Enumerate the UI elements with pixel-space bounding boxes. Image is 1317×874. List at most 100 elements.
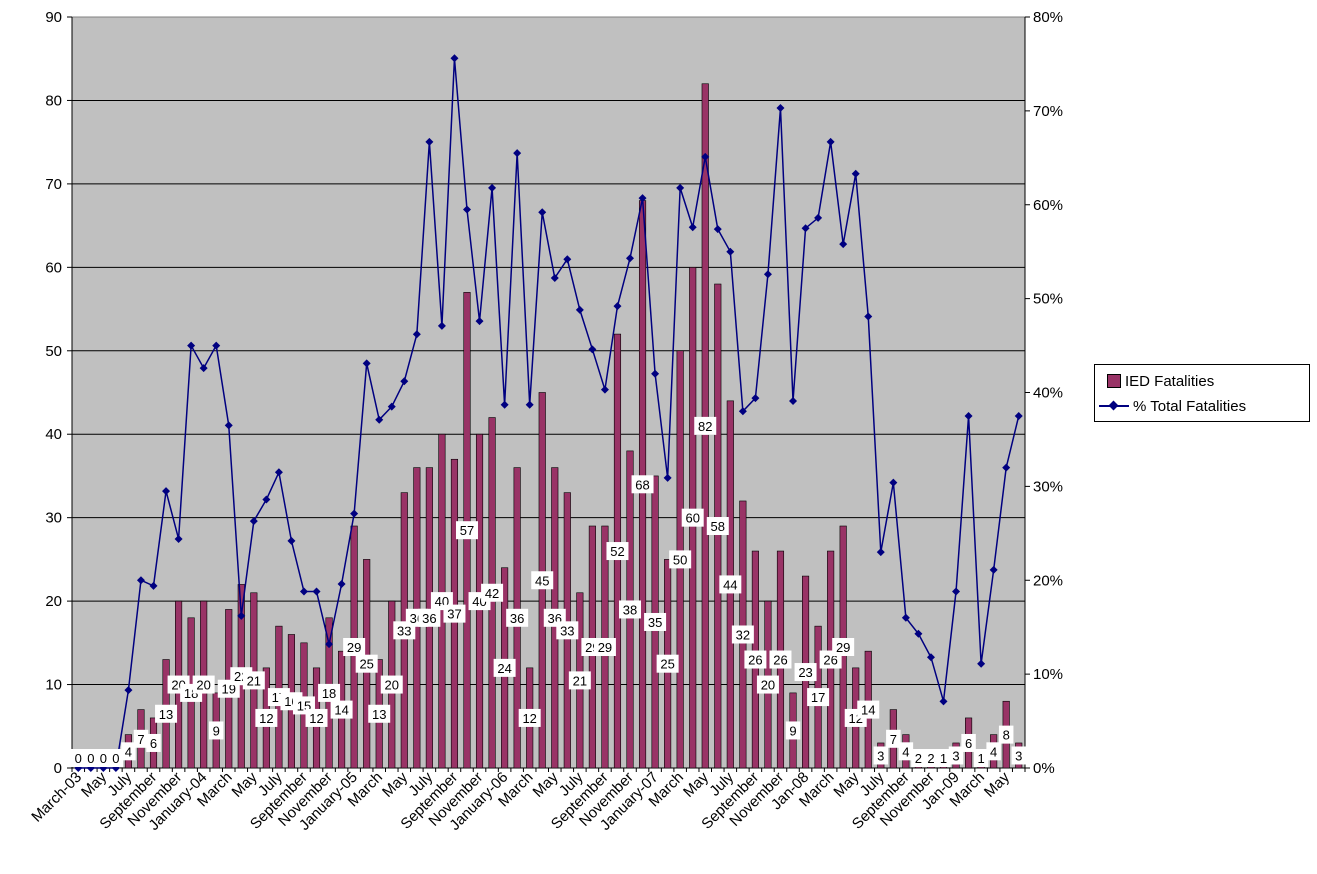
data-label: 35 [648,615,662,630]
data-label: 33 [560,623,574,638]
line-point [187,341,196,350]
data-label: 42 [485,586,499,601]
line-point [136,576,145,585]
y-left-tick-label: 50 [45,343,62,360]
data-label-box [886,729,901,748]
line-point [801,224,810,233]
line-point [789,396,798,405]
data-label-box [948,746,964,765]
line-point [676,183,685,192]
data-label: 19 [222,682,236,697]
line-point [738,407,747,416]
line-point [462,205,471,214]
y-right-tick-label: 30% [1033,478,1063,495]
line-point [864,312,873,321]
y-left-tick-label: 0 [54,760,62,777]
y-right-tick-label: 80% [1033,9,1063,26]
data-label-box [807,688,830,707]
line-point [287,536,296,545]
data-label-box [493,658,516,677]
data-label: 4 [125,744,132,759]
data-label-box [96,749,111,767]
data-label: 36 [422,611,436,626]
series-line [78,58,1020,769]
data-label-box [368,704,391,723]
data-label-box [355,654,378,673]
x-tick-label: May [680,768,712,800]
legend-label: % Total Fatalities [1133,397,1247,415]
line-point [776,104,785,113]
data-label-box [108,749,124,767]
data-label: 82 [698,419,712,434]
plot-area [71,16,1026,769]
line-point [814,213,823,222]
data-label: 29 [836,640,850,655]
data-label: 50 [673,552,687,567]
data-label-box [71,749,86,767]
data-label-box [418,608,441,627]
data-label: 8 [1003,728,1010,743]
data-label: 14 [334,703,348,718]
data-label: 14 [861,703,875,718]
data-label-box [455,521,478,540]
line-point [688,223,697,232]
x-tick-label: March-03 [28,769,85,826]
line-point [588,345,597,354]
data-label: 26 [823,653,837,668]
legend-item-ied-fatalities: IED Fatalities [1107,371,1214,391]
data-label: 12 [522,711,536,726]
data-label: 1 [940,751,947,766]
data-label: 1 [977,751,984,766]
data-label-box [83,749,99,767]
data-label: 9 [213,723,220,738]
line-point [763,270,772,279]
x-tick-label: May [379,768,411,800]
x-tick-label: May [530,768,562,800]
line-point [513,149,522,158]
data-label-box [255,708,278,727]
data-label-box [133,729,149,748]
data-label-box [155,704,178,723]
y-right-tick-label: 70% [1033,103,1063,120]
line-point [626,254,635,263]
data-label-box [923,749,939,767]
x-tick-label: May [229,768,261,800]
legend-bar-swatch [1107,374,1121,388]
data-label-box [873,746,889,765]
line-point [901,613,910,622]
line-point [550,273,559,282]
data-label: 58 [711,519,725,534]
data-label: 7 [137,732,144,747]
data-label: 17 [811,690,825,705]
data-label-box [443,604,466,623]
line-point [575,305,584,314]
data-label-box [681,508,704,527]
line-point [600,385,609,394]
data-label: 12 [309,711,323,726]
data-label-box [318,683,341,702]
data-label-box [330,700,353,719]
data-label-box [343,638,366,657]
y-left-tick-label: 90 [45,9,62,26]
y-left-tick-label: 70 [45,176,62,193]
legend-item-percent-total: % Total Fatalities [1099,396,1247,416]
data-label-box [986,742,1001,761]
line-point [437,321,446,330]
y-left-tick-label: 60 [45,259,62,276]
line-point [1002,463,1011,472]
data-label-box [208,721,224,740]
line-point [876,548,885,557]
data-label-box [146,733,161,752]
data-label: 24 [497,661,511,676]
line-point [713,225,722,234]
data-label: 20 [196,678,210,693]
data-label: 68 [635,477,649,492]
line-point [149,581,158,590]
x-tick-label: May [830,768,862,800]
data-label-box [669,550,692,569]
data-label-box [832,638,855,657]
line-point [952,587,961,596]
data-label: 18 [322,686,336,701]
